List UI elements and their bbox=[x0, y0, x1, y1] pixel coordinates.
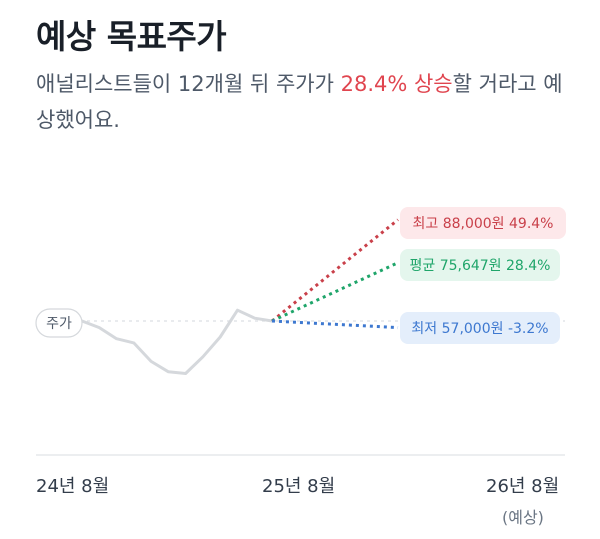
target-label-high-text: 최고 88,000원 49.4% bbox=[412, 216, 553, 232]
target-label-avg-box bbox=[400, 249, 560, 281]
price-line bbox=[80, 308, 274, 375]
price-tag-box bbox=[35, 308, 83, 338]
page-title: 예상 목표주가 bbox=[36, 17, 227, 56]
description-before: 애널리스트들이 12개월 뒤 주가가 bbox=[36, 72, 341, 96]
target-label-high: 최고 88,000원 49.4% bbox=[400, 207, 566, 239]
x-tick-label-1: 25년 8월 bbox=[262, 476, 336, 497]
description-after: 할 거라고 예상했어요. bbox=[36, 72, 563, 132]
target-label-avg: 평균 75,647원 28.4% bbox=[400, 249, 560, 281]
price-tag: 주가 bbox=[35, 308, 83, 338]
target-label-avg-text: 평균 75,647원 28.4% bbox=[409, 258, 550, 274]
target-lines bbox=[271, 218, 399, 330]
target-label-low-text: 최저 57,000원 -3.2% bbox=[411, 321, 548, 337]
description-highlight: 28.4% 상승 bbox=[340, 72, 453, 96]
target-line-low bbox=[271, 319, 399, 330]
x-tick-label-0: 24년 8월 bbox=[36, 476, 110, 497]
target-label-high-box bbox=[400, 207, 566, 239]
description: 애널리스트들이 12개월 뒤 주가가 28.4% 상승할 거라고 예상했어요. bbox=[36, 66, 576, 138]
target-line-high bbox=[271, 218, 399, 323]
target-line-avg bbox=[271, 261, 399, 323]
price-tag-text: 주가 bbox=[46, 316, 72, 332]
x-tick-label-2: 26년 8월 bbox=[486, 476, 560, 497]
target-label-low: 최저 57,000원 -3.2% bbox=[400, 312, 560, 344]
target-label-low-box bbox=[400, 312, 560, 344]
x-tick-sub-2: (예상) bbox=[502, 508, 544, 527]
